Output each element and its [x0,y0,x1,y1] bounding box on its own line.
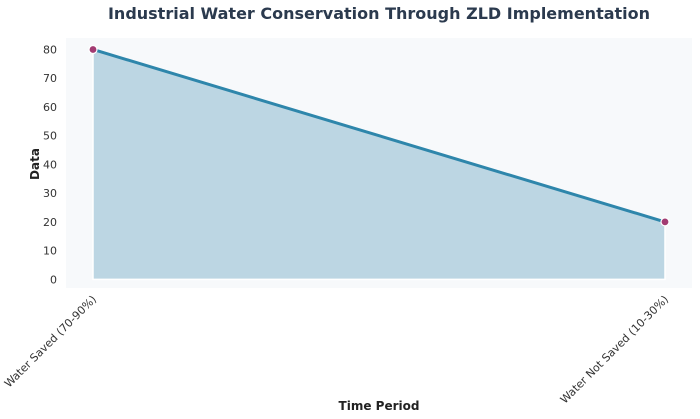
y-tick-label: 70 [43,72,57,85]
y-axis-label: Data [28,148,42,180]
area-layer [88,44,670,281]
y-tick-label: 30 [43,187,57,200]
series-line [91,47,667,224]
x-axis-label: Time Period [339,399,420,413]
data-point [88,44,98,55]
x-axis-ticks: Water Saved (70-90%) Water Not Saved (10-… [2,293,671,406]
y-tick-label: 60 [43,101,57,114]
y-tick-label: 20 [43,216,57,229]
y-tick-label: 10 [43,245,57,258]
x-tick-label: Water Saved (70-90%) [2,293,99,390]
y-tick-label: 40 [43,158,57,171]
y-axis-ticks: 0 10 20 30 40 50 60 70 80 [43,43,57,286]
y-tick-label: 0 [50,273,57,286]
x-tick-label: Water Not Saved (10-30%) [558,293,671,406]
y-tick-label: 50 [43,130,57,143]
chart-title: Industrial Water Conservation Through ZL… [108,4,650,23]
y-tick-label: 80 [43,43,57,56]
data-point [660,217,670,227]
